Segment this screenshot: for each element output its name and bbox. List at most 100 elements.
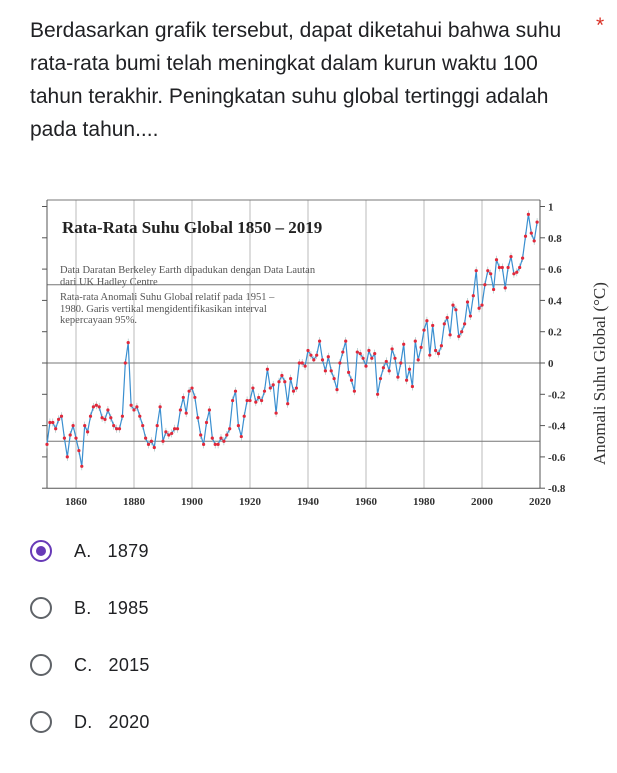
data-point [529,231,533,235]
data-point [457,334,461,338]
data-point [463,322,467,326]
data-point [535,220,539,224]
data-point [486,269,490,273]
data-point [225,433,229,437]
data-point [274,411,278,415]
question-text: Berdasarkan grafik tersebut, dapat diket… [30,19,562,141]
data-point [170,431,174,436]
required-asterisk: * [596,14,605,37]
data-point [94,403,98,407]
data-point [521,256,525,260]
data-point [262,389,267,393]
data-point [219,436,223,440]
data-point [158,405,162,409]
data-point [210,436,214,440]
data-point [428,353,432,357]
data-point [323,369,327,373]
data-point [228,427,232,431]
option-label: C. 2015 [74,654,150,675]
data-point [451,303,455,307]
data-point [48,420,52,425]
data-point [341,350,345,354]
chart-subtitle: Data Daratan Berkeley Earth dipadukan de… [60,265,316,288]
data-point [242,414,246,418]
data-point [294,386,298,390]
y-tick-label: 0.6 [548,264,562,276]
data-point [407,367,412,371]
data-point [216,442,220,446]
data-point [518,265,522,270]
data-point [515,270,519,274]
data-point [373,352,377,356]
data-point [193,395,197,400]
data-point [494,258,499,262]
data-point [303,364,307,368]
option-b[interactable]: B. 1985 [30,593,149,623]
data-point [523,234,528,238]
data-point [74,436,78,440]
data-point [196,416,200,420]
data-point [181,395,185,400]
data-point [358,352,362,356]
data-point [326,355,330,359]
x-tick-label: 1980 [413,496,436,508]
data-point [88,414,93,418]
data-point [251,386,255,390]
radio-button[interactable] [30,597,52,619]
data-point [300,361,304,365]
data-point [526,212,531,216]
y-tick-label: -0.2 [548,389,566,401]
y-tick-label: -0.8 [548,483,566,495]
data-point [376,392,380,396]
data-point [329,369,333,373]
radio-button[interactable] [30,540,52,562]
data-point [344,339,348,343]
data-point [199,433,203,437]
data-point [387,369,391,373]
option-d[interactable]: D. 2020 [30,707,150,737]
data-point [222,439,226,443]
radio-button[interactable] [30,711,52,733]
data-point [283,380,287,384]
x-tick-label: 2020 [529,496,552,508]
data-point [297,361,301,365]
data-point [349,378,354,382]
data-point [399,361,403,365]
data-point [45,442,49,446]
y-tick-label: 1 [548,202,554,214]
option-a[interactable]: A. 1879 [30,536,149,566]
data-point [161,439,165,443]
data-point [97,405,101,409]
data-point [59,414,64,418]
data-point [332,377,336,381]
data-point [312,358,316,362]
option-c[interactable]: C. 2015 [30,650,150,680]
data-point [445,316,449,320]
data-point [509,254,513,259]
data-point [306,348,310,353]
data-point [155,424,159,428]
data-point [141,424,145,428]
radio-button[interactable] [30,654,52,676]
data-point [54,427,58,431]
x-tick-label: 1920 [239,496,262,508]
data-point [512,272,516,276]
data-point [361,356,365,360]
data-point [91,405,95,409]
data-point [413,339,417,343]
data-point [492,287,496,292]
data-point [436,352,441,356]
data-point [100,416,104,420]
data-point [315,353,319,357]
data-point [236,424,240,428]
data-point [503,286,507,290]
temperature-chart: Rata-Rata Suhu Global 1850 – 2019 Data D… [42,199,609,508]
data-point [51,420,55,425]
data-point [448,333,452,337]
data-point [419,345,423,349]
data-point [77,449,81,453]
option-label: A. 1879 [74,540,149,561]
data-point [271,383,275,387]
data-point [57,417,61,421]
data-point [178,408,182,412]
